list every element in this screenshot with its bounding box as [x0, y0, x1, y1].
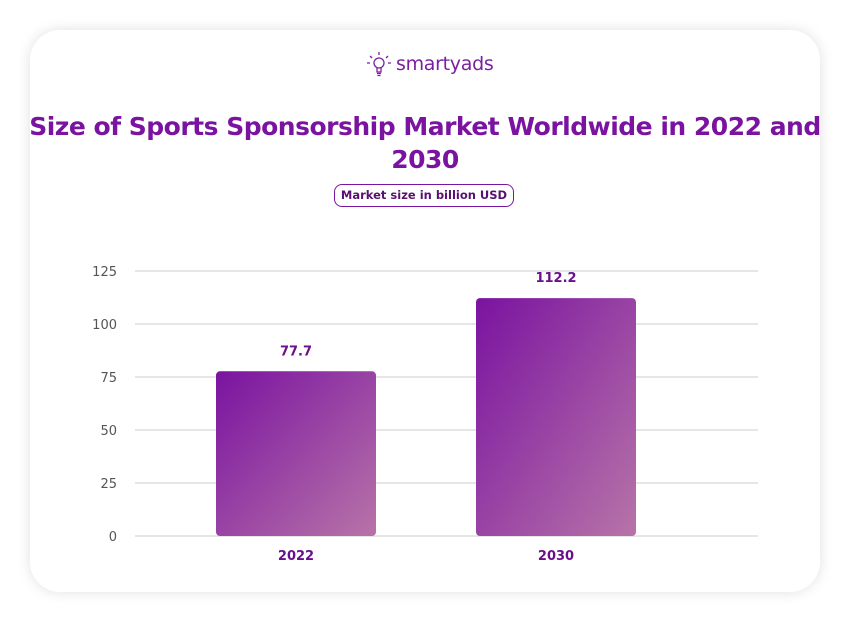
brand-name: smartyads	[396, 53, 494, 75]
bar-2030	[476, 298, 636, 536]
y-tick-label: 100	[92, 318, 117, 333]
lightbulb-icon	[367, 52, 391, 77]
chart-card	[30, 30, 820, 592]
y-tick-label: 50	[100, 424, 117, 439]
x-tick-label: 2030	[538, 549, 574, 564]
bar-2022	[216, 371, 376, 536]
data-label: 77.7	[280, 344, 312, 359]
brand-logo: smartyads	[366, 50, 494, 78]
y-tick-label: 25	[100, 477, 117, 492]
chart-subtitle: Market size in billion USD	[334, 184, 514, 207]
chart-title: Size of Sports Sponsorship Market Worldw…	[29, 112, 821, 174]
y-tick-label: 75	[100, 371, 117, 386]
data-label: 112.2	[535, 271, 576, 286]
x-tick-label: 2022	[278, 549, 314, 564]
y-tick-label: 125	[92, 265, 117, 280]
y-tick-label: 0	[109, 530, 117, 545]
